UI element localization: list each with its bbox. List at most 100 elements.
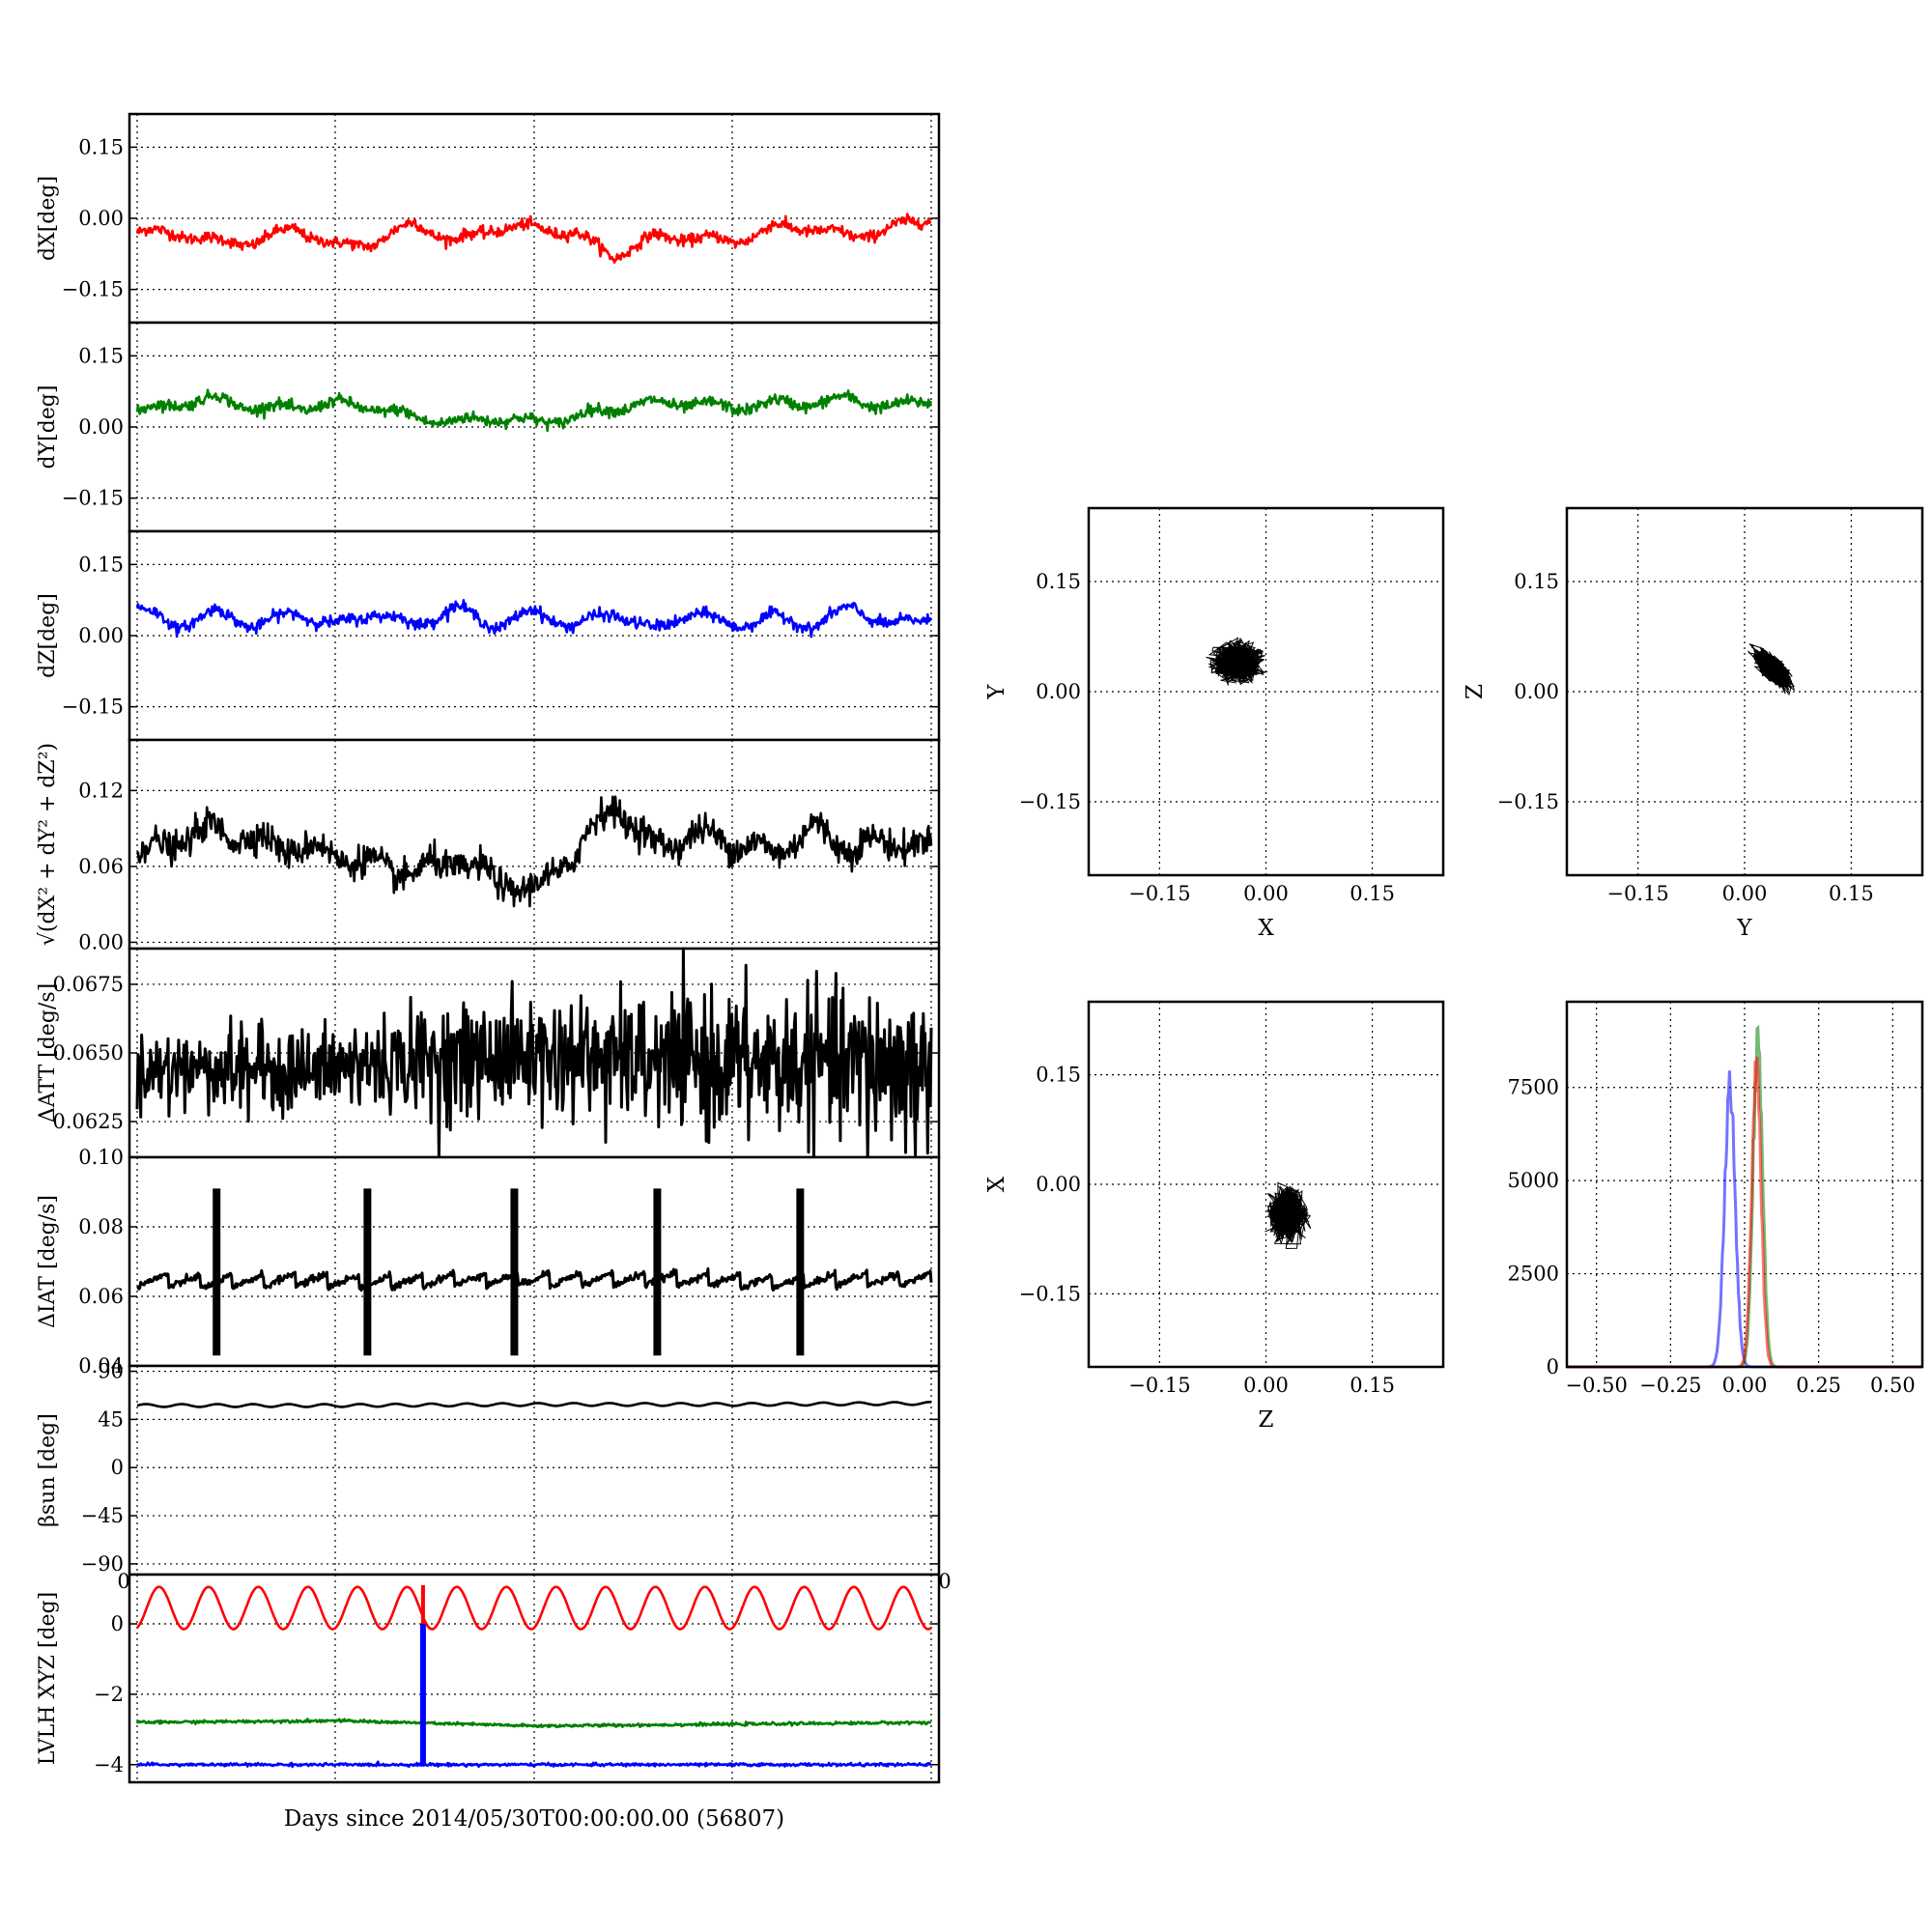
x-tick-label: 0.50 — [1870, 1374, 1916, 1397]
panel-delta-iat: 0.10 0.08 0.06 0.04 ΔIAT [deg/s] — [36, 1146, 941, 1378]
y-axis-label: βsun [deg] — [36, 1413, 60, 1527]
x-tick-label: 0.00 — [1243, 882, 1289, 905]
axes-frame — [1087, 1000, 1445, 1369]
y-tick-label: 2500 — [1508, 1263, 1559, 1286]
y-axis-label: dY[deg] — [36, 385, 60, 469]
x-tick-label: −0.25 — [1639, 1374, 1701, 1397]
y-tick-label: 0.15 — [1036, 570, 1081, 593]
series-line — [135, 599, 933, 639]
grid — [129, 114, 939, 323]
series-line — [135, 1718, 932, 1729]
scatter-cloud — [1264, 1181, 1312, 1250]
axes-frame — [128, 1573, 941, 1784]
axes-frame — [1565, 1000, 1924, 1369]
panel-scatter-yz: −0.15 0.00 0.15 0.15 0.00 −0.15 Y Z — [1463, 506, 1924, 941]
y-tick-label: 5000 — [1508, 1169, 1559, 1192]
x-tick-label: 0.00 — [1243, 1374, 1289, 1397]
scatter-cloud — [1206, 637, 1268, 686]
x-tick-label: 0.00 — [1722, 882, 1768, 905]
y-tick-label: 0.15 — [1036, 1064, 1081, 1087]
y-tick-label: 0 — [1547, 1355, 1559, 1378]
y-tick-label: 0.15 — [78, 344, 124, 367]
axes-frame — [1565, 506, 1924, 877]
y-tick-label: −2 — [94, 1683, 124, 1706]
x-tick-label: −0.15 — [1128, 1374, 1190, 1397]
y-tick-label: 0.0675 — [53, 973, 124, 996]
y-tick-label: −0.15 — [62, 278, 124, 301]
y-tick-label: −0.15 — [1019, 1282, 1081, 1305]
y-tick-label: 0.08 — [78, 1215, 124, 1238]
axes-frame — [1087, 506, 1445, 877]
y-axis-label: dZ[deg] — [36, 593, 60, 678]
x-tick-label: 0.00 — [1722, 1374, 1768, 1397]
y-tick-label: 0.0650 — [53, 1041, 124, 1065]
y-axis-label: X — [984, 1176, 1009, 1192]
y-tick-label: 0 — [111, 1612, 124, 1635]
y-tick-label: 0.00 — [78, 207, 124, 230]
y-tick-label: −4 — [94, 1753, 124, 1776]
x-tick-label: 0 — [117, 1570, 129, 1593]
panel-histogram: −0.50 −0.25 0.00 0.25 0.50 7500 5000 2500 0 — [1508, 1000, 1924, 1397]
grid — [129, 531, 939, 740]
panel-scatter-zx: −0.15 0.00 0.15 0.15 0.00 −0.15 Z X — [984, 1000, 1445, 1433]
y-tick-label: 0.00 — [1514, 680, 1559, 703]
x-axis-label: Z — [1259, 1407, 1274, 1433]
y-tick-label: 0.06 — [78, 855, 124, 878]
y-axis-label: LVLH XYZ [deg] — [36, 1592, 60, 1766]
y-axis-label: ΔIAT [deg/s] — [36, 1195, 60, 1328]
y-tick-label: 0.0625 — [53, 1110, 124, 1133]
x-tick-label: 0.25 — [1796, 1374, 1841, 1397]
y-axis-label: Z — [1463, 684, 1488, 699]
x-tick-label: 0.15 — [1350, 1374, 1395, 1397]
x-tick-label: 0 — [938, 1570, 951, 1593]
y-tick-label: 0.00 — [78, 624, 124, 647]
y-tick-label: 0.15 — [78, 135, 124, 158]
y-tick-label: 0.10 — [78, 1146, 124, 1169]
y-axis-label: ΔATT [deg/s] — [36, 983, 60, 1122]
x-tick-label: −0.50 — [1565, 1374, 1627, 1397]
panel-lvlh-xyz: 0 −2 −4 0 0 Days since 2014/05/30T00:00:00.00… — [36, 1570, 952, 1832]
grid — [129, 323, 939, 531]
x-axis-label: Days since 2014/05/30T00:00:00.00 (56807… — [284, 1806, 784, 1832]
y-tick-label: 0.15 — [1514, 570, 1559, 593]
y-tick-label: −0.15 — [62, 696, 124, 719]
panel-magnitude: 0.12 0.06 0.00 √(dX² + dY² + dZ²) — [36, 738, 941, 953]
y-tick-label: 7500 — [1508, 1076, 1559, 1099]
series-line — [135, 947, 933, 1159]
y-axis-label: dX[deg] — [36, 176, 60, 261]
series-line — [136, 1760, 932, 1769]
x-tick-label: 0.15 — [1829, 882, 1874, 905]
x-tick-label: 0.15 — [1350, 882, 1395, 905]
x-tick-label: −0.15 — [1128, 882, 1190, 905]
y-tick-label: 0.04 — [78, 1354, 124, 1378]
x-tick-label: −0.15 — [1606, 882, 1668, 905]
y-tick-label: −45 — [81, 1504, 124, 1527]
panel-scatter-xy: −0.15 0.00 0.15 0.15 0.00 −0.15 X Y — [984, 506, 1445, 941]
y-tick-label: 0 — [111, 1456, 124, 1479]
series-line — [135, 388, 933, 433]
y-axis-label: √(dX² + dY² + dZ²) — [36, 743, 60, 946]
y-tick-label: 0.00 — [78, 930, 124, 953]
y-tick-label: −0.15 — [1497, 790, 1559, 813]
x-axis-label: Y — [1736, 916, 1752, 941]
x-axis-label: X — [1258, 916, 1274, 941]
y-tick-label: −0.15 — [1019, 790, 1081, 813]
series-line — [136, 1401, 932, 1408]
series-line — [136, 1585, 932, 1631]
scatter-cloud — [1747, 643, 1796, 696]
y-tick-label: −0.15 — [62, 487, 124, 510]
y-axis-label: Y — [984, 684, 1009, 700]
y-tick-label: 0.12 — [78, 779, 124, 802]
y-tick-label: 0.06 — [78, 1285, 124, 1308]
y-tick-label: 0.00 — [1036, 680, 1081, 703]
y-tick-label: −90 — [81, 1552, 124, 1576]
y-tick-label: 0.15 — [78, 553, 124, 576]
series-line — [135, 795, 933, 908]
series-line — [135, 213, 932, 264]
panel-beta-sun: 90 45 0 −45 −90 βsun [deg] — [36, 1360, 941, 1577]
y-tick-label: 45 — [98, 1407, 124, 1431]
